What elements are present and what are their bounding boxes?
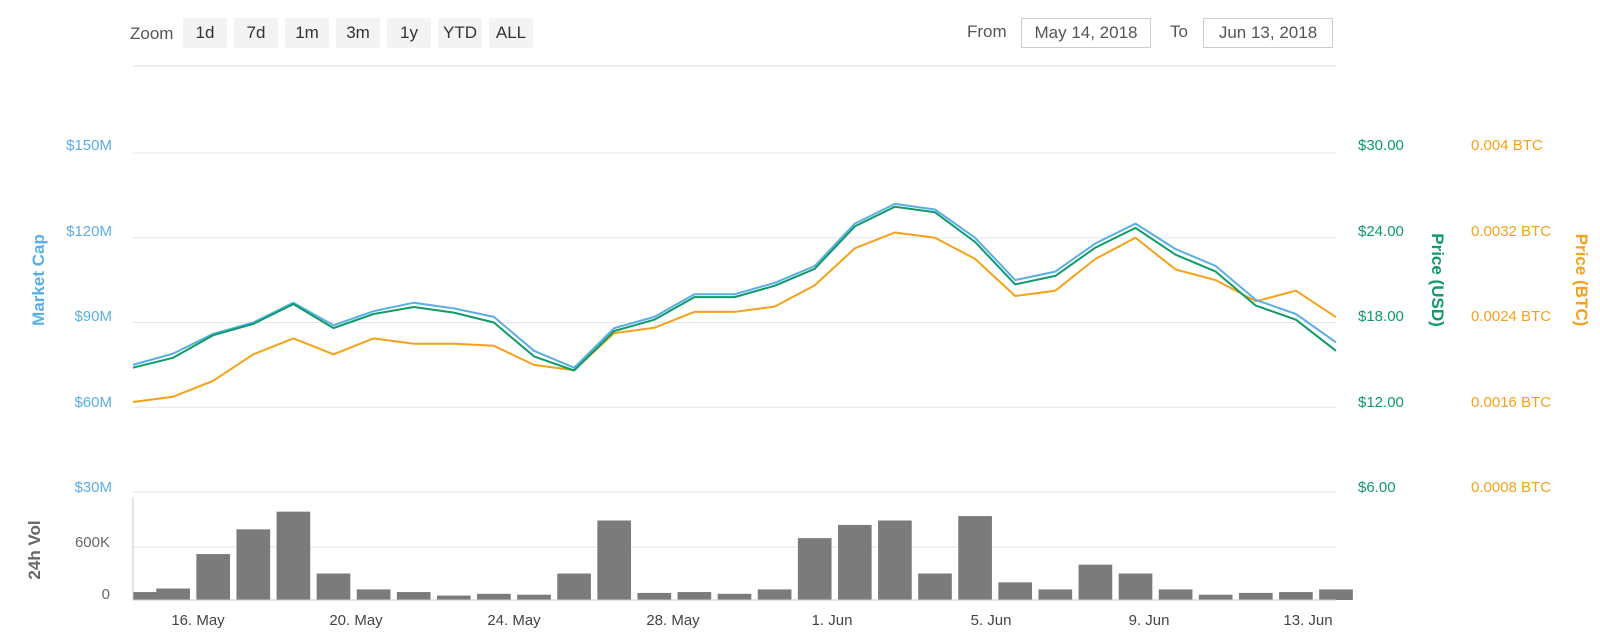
grid-lines xyxy=(133,65,1336,548)
zoom-label: Zoom xyxy=(130,24,174,43)
volume-axis-title: 24h Vol xyxy=(25,520,44,579)
price-usd-tick: $30.00 xyxy=(1358,137,1404,154)
volume-bar xyxy=(1038,589,1073,600)
price-usd-tick: $6.00 xyxy=(1358,479,1396,496)
zoom-button-1d[interactable]: 1d xyxy=(183,18,227,48)
volume-bar xyxy=(958,516,992,600)
volume-bar xyxy=(1279,592,1313,600)
volume-bar xyxy=(998,582,1033,600)
range-selector-toolbar: Zoom 1d 7d 1m 3m 1y YTD ALL From May 14,… xyxy=(0,0,1600,60)
volume-bar xyxy=(837,524,872,600)
volume-bar xyxy=(918,573,952,600)
price-btc-tick: 0.0008 BTC xyxy=(1471,479,1551,496)
zoom-button-1m[interactable]: 1m xyxy=(285,18,329,48)
zoom-button-1y[interactable]: 1y xyxy=(387,18,431,48)
volume-bar xyxy=(156,588,190,600)
volume-bar xyxy=(133,592,167,600)
price-btc-tick: 0.0024 BTC xyxy=(1471,308,1551,325)
x-tick: 1. Jun xyxy=(812,612,853,629)
volume-bar xyxy=(276,511,311,600)
market-cap-line xyxy=(132,202,1337,369)
price-btc-tick: 0.0032 BTC xyxy=(1471,223,1551,240)
price-usd-line xyxy=(132,205,1337,372)
volume-bar xyxy=(236,529,271,600)
from-label: From xyxy=(967,22,1007,41)
volume-bar xyxy=(356,589,391,600)
price-usd-tick: $18.00 xyxy=(1358,308,1404,325)
volume-bar xyxy=(878,520,912,600)
price-btc-tick: 0.0016 BTC xyxy=(1471,394,1551,411)
volume-bar xyxy=(1198,594,1233,600)
market-cap-tick: $150M xyxy=(66,137,112,154)
x-tick: 5. Jun xyxy=(971,612,1012,629)
volume-bars xyxy=(133,511,1353,600)
to-label: To xyxy=(1170,22,1188,41)
from-date-input[interactable]: May 14, 2018 xyxy=(1021,18,1151,48)
volume-bar xyxy=(557,573,591,600)
market-cap-tick: $60M xyxy=(74,394,112,411)
price-usd-axis-title: Price (USD) xyxy=(1428,233,1447,327)
volume-bar xyxy=(396,592,431,600)
price-btc-line xyxy=(132,231,1337,403)
volume-bar xyxy=(677,592,712,600)
price-btc-axis-title: Price (BTC) xyxy=(1572,234,1591,327)
volume-tick: 600K xyxy=(75,534,110,551)
zoom-button-all[interactable]: ALL xyxy=(489,18,533,48)
market-cap-tick: $90M xyxy=(74,308,112,325)
price-btc-tick: 0.004 BTC xyxy=(1471,137,1543,154)
zoom-button-3m[interactable]: 3m xyxy=(336,18,380,48)
price-lines xyxy=(132,202,1337,403)
x-tick: 24. May xyxy=(487,612,541,629)
volume-bar xyxy=(717,593,752,600)
price-usd-tick: $24.00 xyxy=(1358,223,1404,240)
volume-bar xyxy=(1238,592,1273,600)
volume-bar xyxy=(517,594,551,600)
x-tick: 13. Jun xyxy=(1283,612,1332,629)
volume-bar xyxy=(436,595,471,600)
volume-bar xyxy=(1118,573,1153,600)
x-tick: 16. May xyxy=(171,612,225,629)
market-cap-tick: $30M xyxy=(74,479,112,496)
zoom-button-ytd[interactable]: YTD xyxy=(438,18,482,48)
volume-bar xyxy=(1158,589,1193,600)
volume-bar xyxy=(597,520,632,600)
axes: $150M $120M $90M $60M $30M $30.00 $24.00… xyxy=(25,137,1591,629)
volume-bar xyxy=(477,593,511,600)
price-usd-tick: $12.00 xyxy=(1358,394,1404,411)
to-date-input[interactable]: Jun 13, 2018 xyxy=(1203,18,1333,48)
volume-bar xyxy=(196,554,231,600)
x-tick: 9. Jun xyxy=(1129,612,1170,629)
volume-bar xyxy=(1078,564,1113,600)
volume-bar xyxy=(316,573,351,600)
x-tick: 20. May xyxy=(329,612,383,629)
market-cap-tick: $120M xyxy=(66,223,112,240)
volume-bar xyxy=(757,589,792,600)
volume-tick: 0 xyxy=(102,586,110,603)
market-cap-axis-title: Market Cap xyxy=(29,234,48,326)
volume-bar xyxy=(1319,589,1353,600)
volume-bar xyxy=(637,592,672,600)
volume-bar xyxy=(797,538,832,600)
zoom-button-7d[interactable]: 7d xyxy=(234,18,278,48)
x-tick: 28. May xyxy=(646,612,700,629)
